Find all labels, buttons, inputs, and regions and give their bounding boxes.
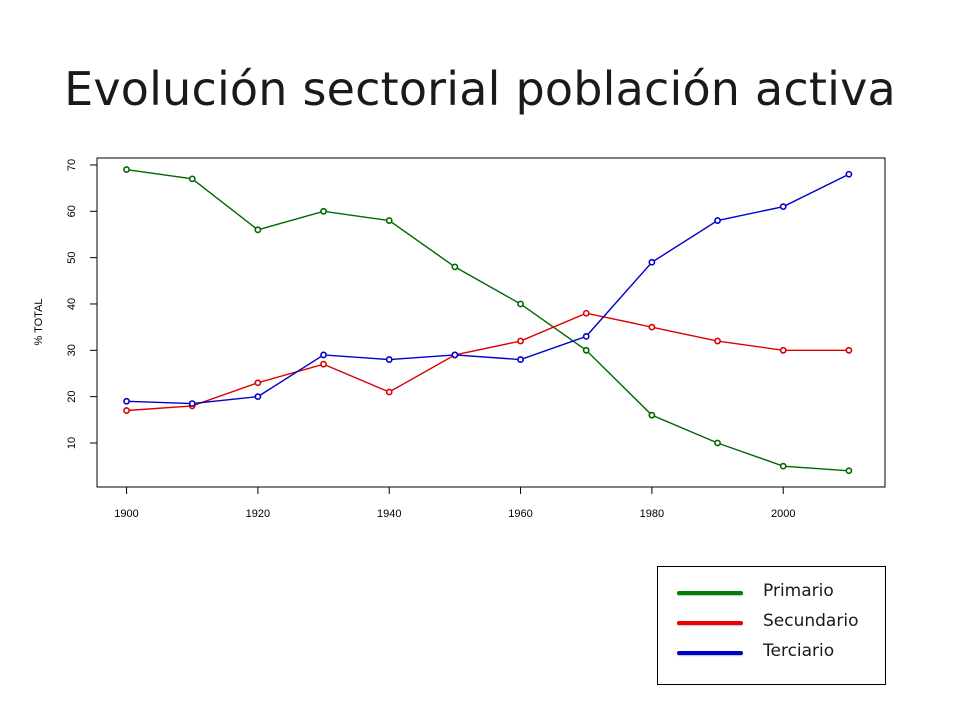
data-point	[123, 166, 130, 173]
y-tick-label: 50	[66, 252, 78, 264]
data-point	[714, 439, 721, 447]
data-point	[845, 346, 853, 354]
legend-label-secundario: Secundario	[763, 611, 859, 631]
data-point	[385, 356, 393, 363]
legend-label-terciario: Terciario	[763, 641, 835, 661]
legend-item-primario: Primario	[658, 579, 887, 609]
data-point	[779, 462, 787, 470]
data-point	[582, 333, 590, 340]
legend-item-secundario: Secundario	[658, 609, 887, 639]
data-point	[385, 217, 393, 224]
data-point	[779, 346, 787, 354]
data-point	[714, 337, 721, 345]
data-point	[648, 411, 656, 419]
series-line-primario	[126, 168, 849, 472]
y-tick-label: 40	[66, 298, 78, 310]
series-line-terciario	[126, 173, 850, 405]
legend-swatch-terciario	[677, 651, 743, 655]
data-point	[123, 397, 130, 405]
data-point	[845, 467, 853, 475]
plot-frame	[96, 157, 886, 488]
data-point	[254, 379, 262, 387]
legend-swatch-primario	[677, 591, 743, 595]
data-point	[254, 226, 262, 234]
data-point	[320, 207, 327, 215]
data-point	[385, 388, 393, 396]
data-point	[188, 400, 196, 407]
series-layer	[123, 166, 853, 475]
data-point	[123, 407, 130, 414]
legend: Primario Secundario Terciario	[657, 566, 886, 685]
legend-item-terciario: Terciario	[658, 639, 887, 669]
x-tick-label: 1980	[640, 508, 664, 520]
data-point	[779, 203, 787, 211]
data-point	[320, 351, 327, 359]
data-point	[320, 360, 327, 368]
y-axis-title: % TOTAL	[33, 298, 45, 345]
data-point	[714, 217, 721, 224]
legend-label-primario: Primario	[763, 581, 834, 601]
y-tick-label: 10	[66, 437, 78, 449]
data-point	[451, 351, 459, 359]
data-point	[582, 309, 590, 317]
data-point	[188, 175, 196, 183]
x-tick-label: 1940	[377, 508, 401, 520]
y-tick-label: 70	[66, 159, 78, 171]
data-point	[517, 300, 524, 308]
x-tick-label: 2000	[771, 508, 795, 520]
x-axis: 1900 1920 1940 1960 1980 2000	[114, 487, 795, 520]
slide-title: Evolución sectorial población activa	[64, 62, 896, 116]
y-tick-label: 30	[66, 344, 78, 356]
series-line-secundario	[126, 312, 849, 412]
y-tick-label: 60	[66, 205, 78, 217]
data-point	[648, 258, 656, 266]
data-point	[517, 356, 524, 363]
series-secundario	[123, 309, 853, 414]
y-axis: 10 20 30 40 50 60 70	[66, 159, 97, 449]
x-tick-label: 1920	[246, 508, 270, 520]
x-tick-label: 1900	[114, 508, 138, 520]
data-point	[517, 337, 524, 345]
legend-swatch-secundario	[677, 621, 743, 625]
y-tick-label: 20	[66, 391, 78, 403]
data-point	[451, 263, 459, 271]
data-point	[254, 393, 262, 401]
data-point	[582, 346, 590, 354]
series-primario	[123, 166, 853, 475]
data-point	[648, 323, 656, 331]
series-terciario	[123, 170, 853, 407]
data-point	[845, 170, 853, 178]
x-tick-label: 1960	[508, 508, 532, 520]
